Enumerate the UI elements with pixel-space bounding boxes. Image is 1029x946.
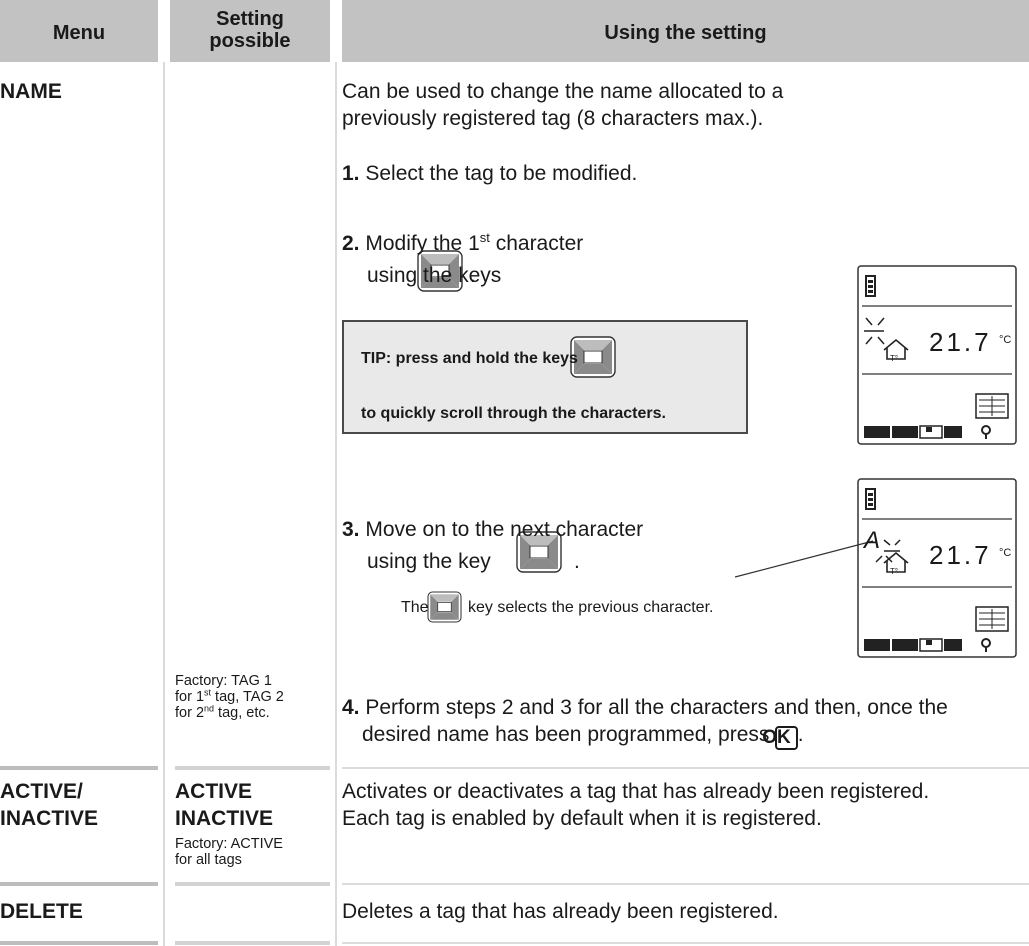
- description: Deletes a tag that has already been regi…: [342, 900, 779, 923]
- step: 3. Move on to the next character: [342, 516, 643, 543]
- header-cell: [0, 0, 158, 62]
- text: Select the tag to be modified.: [359, 162, 638, 185]
- text: ACTIVE/: [0, 780, 83, 803]
- step: 1. Select the tag to be modified.: [342, 160, 637, 187]
- text: Activates or deactivates a tag that has …: [342, 780, 930, 803]
- header-cell: [342, 0, 1029, 62]
- punct: .: [574, 550, 580, 573]
- text: 2.: [342, 232, 360, 255]
- lcd-unit: °C: [999, 547, 1012, 559]
- text: OK: [762, 726, 798, 750]
- key-icon: [427, 591, 462, 623]
- text: 1.: [342, 162, 360, 185]
- menu-name: DELETE: [0, 900, 83, 923]
- text: character: [489, 232, 584, 255]
- text: Modify the 1: [359, 232, 480, 255]
- step: using the key: [367, 550, 491, 573]
- text: .: [797, 723, 804, 746]
- punct: .: [470, 264, 476, 287]
- text: for all tags: [175, 852, 242, 868]
- lcd-label: T°: [890, 567, 899, 576]
- text: 3.: [342, 518, 360, 541]
- text: Factory: ACTIVE: [175, 836, 283, 852]
- text: INACTIVE: [0, 807, 99, 830]
- menu-name: NAME: [0, 80, 62, 103]
- step: using the keys: [367, 264, 502, 287]
- header-menu: Menu: [52, 22, 106, 44]
- factory-note: Factory: ACTIVE for all tags: [175, 836, 283, 868]
- lcd-temp: 21.7: [929, 327, 992, 357]
- setting-options: ACTIVE INACTIVE: [175, 778, 273, 832]
- lcd-unit: °C: [999, 334, 1012, 346]
- row-separator: [0, 766, 1029, 945]
- step: 2. Modify the 1st character: [342, 230, 583, 257]
- tip-text: to quickly scroll through the characters…: [361, 405, 666, 422]
- lcd-char: A: [864, 527, 881, 554]
- factory-note: Factory: TAG 1 for 1st tag, TAG 2 for 2n…: [175, 673, 284, 721]
- text: ACTIVE: [175, 780, 253, 803]
- note-text: key selects the previous character.: [468, 599, 714, 616]
- text: Factory: TAG 1: [175, 673, 272, 689]
- description: Activates or deactivates a tag that has …: [342, 778, 929, 832]
- note-text: The: [401, 599, 429, 616]
- lcd-label: T°: [890, 354, 899, 363]
- text: nd: [204, 703, 215, 714]
- header-cell: [170, 0, 330, 62]
- header-using: Using the setting: [604, 22, 767, 44]
- text: Move on to the next character: [359, 518, 644, 541]
- tip-text: TIP: press and hold the keys: [361, 350, 578, 367]
- text: INACTIVE: [175, 807, 274, 830]
- text: tag, TAG 2: [211, 689, 284, 705]
- intro-text: Can be used to change the name allocated…: [342, 80, 784, 130]
- step: 4. Perform steps 2 and 3 for all the cha…: [342, 694, 962, 750]
- tip-box: [342, 320, 748, 434]
- text: for 1: [175, 689, 205, 705]
- blink-marks: [864, 317, 901, 563]
- text: st: [479, 230, 490, 246]
- text: st: [204, 687, 212, 698]
- text: Each tag is enabled by default when it i…: [342, 807, 822, 830]
- menu-name: ACTIVE/INACTIVE: [0, 778, 98, 832]
- text: for 2: [175, 705, 205, 721]
- text: Perform steps 2 and 3 for all the charac…: [359, 696, 948, 746]
- leader-line: [734, 540, 874, 578]
- header-setting: Setting possible: [209, 8, 291, 52]
- text: tag, etc.: [214, 705, 270, 721]
- lcd-temp: 21.7: [929, 540, 992, 570]
- text: 4.: [342, 696, 360, 719]
